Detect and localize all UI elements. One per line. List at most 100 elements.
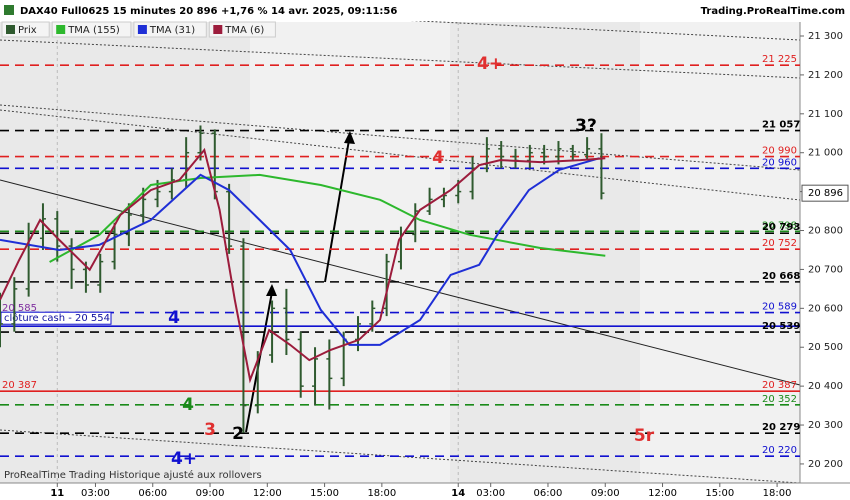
y-tick-label: 20 400 [808,381,843,392]
level-label: 20 990 [762,146,797,157]
y-tick-label: 21 300 [808,31,843,42]
level-label: 20 539 [762,321,800,332]
header-bar [0,0,850,21]
price-bar [498,141,505,169]
price-bar [297,331,304,398]
level-label: 20 352 [762,394,797,405]
legend-swatch [6,25,15,34]
price-bar [11,277,18,332]
legend-label: TMA (155) [67,25,120,36]
annotation: 20 387 [2,380,37,391]
x-tick-label: 18:00 [763,488,792,499]
annotation: 4 [168,308,180,328]
y-tick-label: 21 100 [808,109,843,120]
level-label: 20 798 [762,220,797,231]
x-tick-label: 14 [451,488,465,499]
price-bar [240,238,247,433]
price-bar [584,137,591,161]
legend-swatch [56,25,66,34]
legend-swatch [213,25,223,34]
price-bar [383,253,390,317]
annotation: 3? [575,116,597,136]
session-band [250,22,450,483]
x-tick-label: 06:00 [138,488,167,499]
x-tick-label: 12:00 [253,488,282,499]
annotation: 2 [232,424,244,444]
price-bar [598,133,605,200]
x-tick-label: 09:00 [591,488,620,499]
legend-swatch [137,25,147,34]
level-label: 21 225 [762,54,797,65]
arrow-head [344,131,355,144]
price-bar [68,238,75,289]
price-bar [39,203,46,250]
x-tick-label: 15:00 [705,488,734,499]
legend-item [208,21,276,38]
channel-line [0,39,801,79]
arrow [324,139,350,283]
level-label: 20 752 [762,238,797,249]
header-site: Trading.ProRealTime.com [701,6,845,17]
x-tick-label: 09:00 [196,488,225,499]
price-bar [569,144,576,161]
level-label: 20 960 [762,157,797,168]
price-bar [168,168,175,200]
x-tick-label: 03:00 [476,488,505,499]
level-label: 20 387 [762,380,797,391]
footer: ProRealTime Trading Historique ajusté au… [4,469,262,481]
x-tick-label: 06:00 [534,488,563,499]
legend-item [133,21,207,38]
annotation: 5r [634,426,655,446]
price-bar [125,203,132,247]
last-price-box [801,184,849,202]
channel-line [0,429,801,484]
legend-label: Prix [18,25,37,36]
level-label: 20 279 [762,422,800,433]
level-label: 20 668 [762,271,800,282]
annotation: 4 [432,148,444,168]
x-tick-label: 15:00 [310,488,339,499]
y-tick-label: 20 700 [808,264,843,275]
y-tick-label: 20 500 [808,342,843,353]
level-label: clôture cash - 20 554 [4,312,110,324]
x-tick-label: 11 [50,488,64,499]
y-tick-label: 20 800 [808,226,843,237]
price-bar [483,137,490,173]
level-label: 21 057 [762,120,800,131]
session-band [640,22,800,483]
annotation: 4+ [477,54,503,74]
price-bar [111,222,118,270]
price-bar [412,203,419,243]
annotation: 4+ [171,449,197,469]
annotation: 3 [204,420,216,440]
annotation: 20 585 [2,303,37,314]
legend-item [51,21,132,38]
legend-label: TMA (6) [224,25,264,36]
header-title: DAX40 Full0625 15 minutes 20 896 +1,76 %… [20,6,397,17]
legend-label: TMA (31) [149,25,195,36]
price-bar [0,292,3,348]
x-tick-label: 18:00 [367,488,396,499]
y-tick-label: 20 200 [808,459,843,470]
x-tick-label: 03:00 [81,488,110,499]
legend: Prix TMA (155) TMA (31) TMA (6) [1,21,276,38]
price-bar [440,187,447,208]
channel-line [0,104,801,171]
price-bar [97,253,104,293]
indicator-line [49,173,606,263]
price-bar [283,288,290,356]
indicator-line [0,157,600,346]
level-label: 20 589 [762,302,797,313]
level-label: 20 220 [762,445,797,456]
trendline [0,179,801,386]
price-bar [54,211,61,262]
x-tick-label: 12:00 [648,488,677,499]
logo [4,5,14,15]
price-bar [226,183,233,254]
y-tick-label: 20 300 [808,420,843,431]
level-label: 20 793 [762,222,800,233]
last-price-label: 20 896 [808,188,843,199]
price-bar [426,187,433,215]
y-tick-label: 21 200 [808,70,843,81]
